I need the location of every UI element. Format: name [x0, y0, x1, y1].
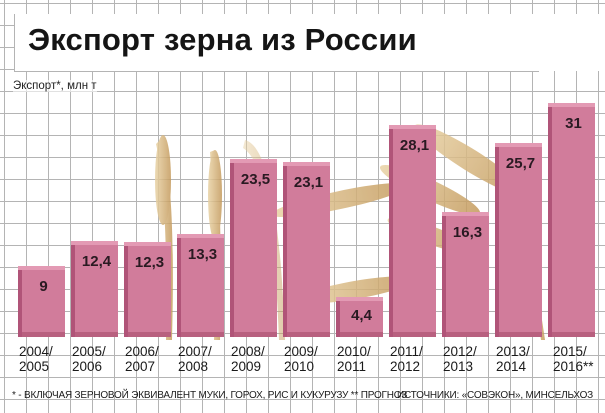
bar-2012-2013: 16,3: [442, 212, 489, 337]
bar-value: 28,1: [399, 137, 430, 154]
bar-value: 13,3: [187, 246, 218, 263]
bar-value: 12,4: [81, 253, 112, 270]
bar-2010-2011: 4,4: [336, 297, 383, 337]
x-tick-2011-2012: 2011/2012: [390, 344, 423, 374]
x-tick-2004-2005: 2004/2005: [19, 344, 53, 374]
bar-value: 12,3: [134, 254, 165, 271]
bar-2004-2005: 9: [18, 266, 65, 337]
bar-value: 4,4: [351, 307, 372, 324]
x-tick-2006-2007: 2006/2007: [125, 344, 159, 374]
x-tick-2009-2010: 2009/2010: [284, 344, 318, 374]
y-axis-label: Экспорт*, млн т: [13, 80, 97, 92]
bar-2006-2007: 12,3: [124, 242, 171, 337]
footnote: * - ВКЛЮЧАЯ ЗЕРНОВОЙ ЭКВИВАЛЕНТ МУКИ, ГО…: [12, 390, 408, 401]
bar-value: 31: [565, 115, 582, 132]
x-tick-2005-2006: 2005/2006: [72, 344, 106, 374]
bar-2008-2009: 23,5: [230, 159, 277, 337]
bar-value: 23,1: [293, 174, 324, 191]
x-tick-2007-2008: 2007/2008: [178, 344, 212, 374]
bar-2005-2006: 12,4: [71, 241, 118, 337]
sources-note: ИСТОЧНИКИ: «СОВЭКОН», МИНСЕЛЬХОЗ: [396, 390, 593, 401]
bar-value: 25,7: [505, 155, 536, 172]
x-tick-2008-2009: 2008/2009: [231, 344, 265, 374]
x-tick-2015-2016: 2015/2016**: [553, 344, 594, 374]
x-tick-2013-2014: 2013/2014: [496, 344, 530, 374]
bar-2013-2014: 25,7: [495, 143, 542, 337]
footer: * - ВКЛЮЧАЯ ЗЕРНОВОЙ ЭКВИВАЛЕНТ МУКИ, ГО…: [0, 383, 605, 413]
bar-2009-2010: 23,1: [283, 162, 330, 337]
chart-title: Экспорт зерна из России: [28, 22, 417, 57]
bar-2015-2016: 31: [548, 103, 595, 337]
bar-value: 9: [39, 278, 48, 295]
bar-value: 23,5: [240, 171, 271, 188]
bar-2011-2012: 28,1: [389, 125, 436, 337]
bar-2007-2008: 13,3: [177, 234, 224, 337]
title-box: [14, 14, 539, 72]
title-box-edge: [538, 14, 605, 71]
x-tick-2012-2013: 2012/2013: [443, 344, 477, 374]
bar-value: 16,3: [452, 224, 483, 241]
x-tick-2010-2011: 2010/2011: [337, 344, 371, 374]
